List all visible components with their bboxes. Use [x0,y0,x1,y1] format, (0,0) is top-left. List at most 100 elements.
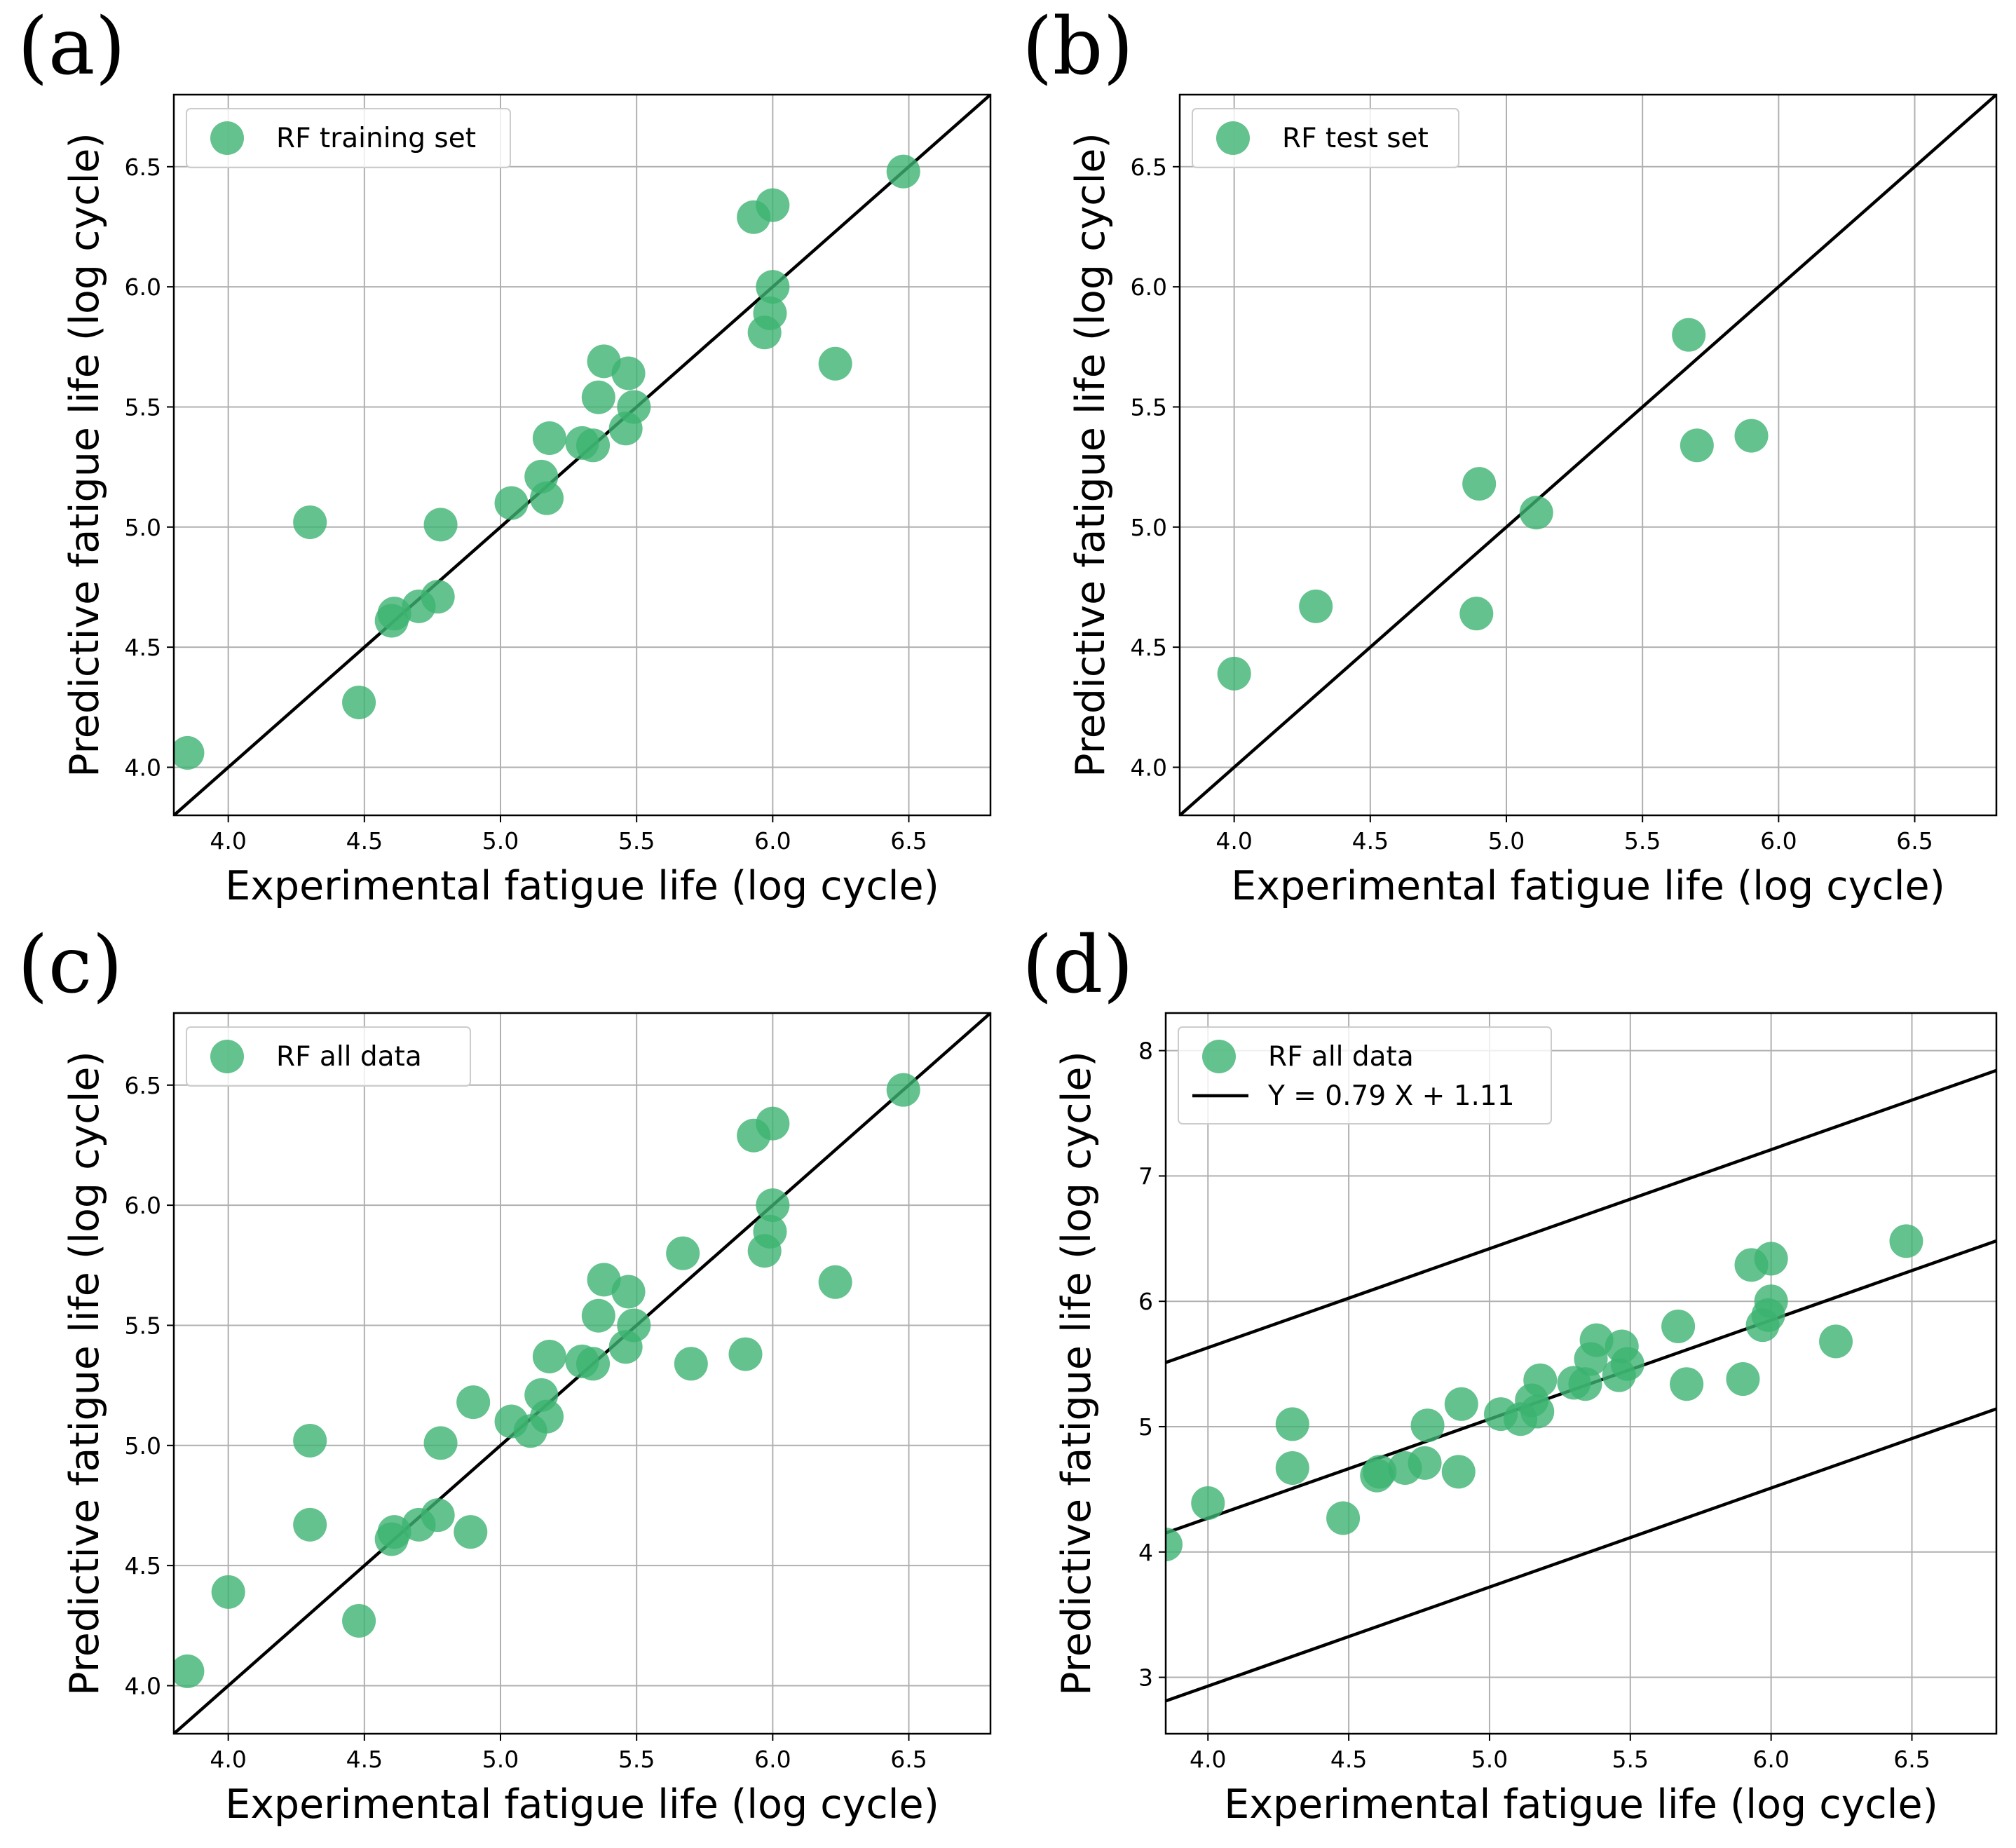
data-point [1670,1367,1704,1401]
y-tick-label: 4 [1138,1539,1153,1566]
panel-b: 4.0 4.5 5.0 5.5 6.0 6.5 4.0 4.5 5.0 5.5 6.0 6.5 Expe… [1022,1,1998,909]
data-point [753,296,787,330]
data-point [494,486,529,520]
data-point [756,188,790,222]
data-point [818,346,852,381]
legend-marker [210,121,244,155]
y-tick-label: 6 [1138,1288,1153,1315]
data-point [1410,1408,1445,1443]
y-tick-label: 5.5 [1131,393,1167,421]
data-point [756,1188,790,1223]
axes-frame [172,1012,992,1735]
panel-d: 4.0 4.5 5.0 5.5 6.0 6.5 3 4 5 6 7 8 Experimental fat… [1022,920,1998,1828]
y-axis-label: Predictive fatigue life (log cycle) [1068,133,1114,777]
data-point [886,154,920,189]
data-point [293,1423,327,1458]
data-point [1191,1486,1225,1521]
x-tick-label: 6.5 [890,1746,927,1773]
data-point [532,421,566,456]
data-point [532,1340,566,1374]
data-point [1661,1309,1696,1343]
data-point [1166,1528,1183,1562]
data-point [1672,318,1706,352]
y-tick-label: 6.5 [125,154,161,181]
data-point [174,1654,205,1688]
legend: RF all data [186,1026,471,1087]
data-point [1754,1284,1788,1319]
x-tick-label: 5.0 [482,1746,519,1773]
y-tick-label: 6.0 [125,273,161,301]
axes-frame [172,93,992,817]
data-point [756,270,790,304]
x-tick-label: 6.5 [1896,827,1933,855]
data-point [756,1106,790,1141]
data-point [421,1498,455,1533]
data-point [454,1515,488,1549]
points [174,1073,920,1688]
data-point [1459,597,1494,631]
x-tick-label: 5.5 [1612,1746,1649,1773]
y-axis-label: Predictive fatigue life (log cycle) [1054,1051,1100,1696]
legend-line-label: Y = 0.79 X + 1.11 [1267,1080,1515,1112]
panel-letter: (d) [1022,920,1133,1011]
panel-letter: (c) [18,920,123,1011]
axes-frame [1178,93,1998,817]
data-point [617,390,651,424]
x-axis-label: Experimental fatigue life (log cycle) [225,1781,939,1828]
data-point [1523,1363,1558,1397]
legend-label: RF training set [276,123,476,154]
data-point [576,1347,611,1381]
x-tick-label: 6.5 [890,827,927,855]
axes-frame [1164,1012,1998,1735]
y-tick-label: 6.0 [125,1192,161,1219]
y-tick-label: 4.5 [1131,634,1167,661]
data-point [1408,1446,1442,1480]
data-point [1441,1455,1476,1489]
data-point [576,428,611,463]
y-tick-label: 5 [1138,1413,1153,1441]
data-point [818,1265,852,1299]
data-point [1819,1324,1853,1359]
lower-bound-line [1166,1407,1996,1703]
points [174,154,920,770]
y-tick-label: 4.0 [1131,754,1167,781]
y-tick-label: 6.0 [1131,273,1167,301]
data-point [611,1275,646,1309]
data-point [530,1399,564,1434]
data-point [1889,1224,1923,1258]
data-point [1579,1323,1614,1357]
x-tick-label: 4.5 [346,827,383,855]
data-point [342,1603,376,1638]
grid [174,1013,990,1734]
x-tick-label: 4.0 [1215,827,1252,855]
upper-bound-line [1166,1068,1996,1364]
data-point [293,505,327,539]
y-tick-label: 4.5 [125,634,161,661]
legend-label: RF all data [276,1041,422,1073]
x-tick-label: 6.0 [754,827,791,855]
x-tick-label: 4.5 [1352,827,1389,855]
grid [1180,95,1996,815]
data-point [1734,419,1769,453]
y-tick-label: 7 [1138,1162,1153,1190]
y-tick-label: 4.5 [125,1552,161,1579]
data-point [1275,1407,1309,1441]
data-point [423,1426,458,1460]
y-tick-label: 4.0 [125,1672,161,1699]
x-tick-label: 6.0 [1752,1746,1789,1773]
data-point [1754,1242,1788,1276]
data-point [530,481,564,515]
data-point [1444,1387,1478,1421]
data-point [728,1337,763,1371]
x-tick-label: 4.0 [210,827,246,855]
reference-line-y-equals-x [1180,95,1996,815]
data-point [753,1214,787,1249]
data-point [1217,656,1251,691]
data-point [211,1575,245,1609]
y-tick-label: 5.0 [1131,514,1167,541]
y-tick-label: 3 [1138,1664,1153,1692]
legend: RF training set [186,108,511,168]
y-tick-label: 6.5 [125,1072,161,1099]
x-tick-label: 5.0 [482,827,519,855]
legend-box [1178,1026,1552,1125]
